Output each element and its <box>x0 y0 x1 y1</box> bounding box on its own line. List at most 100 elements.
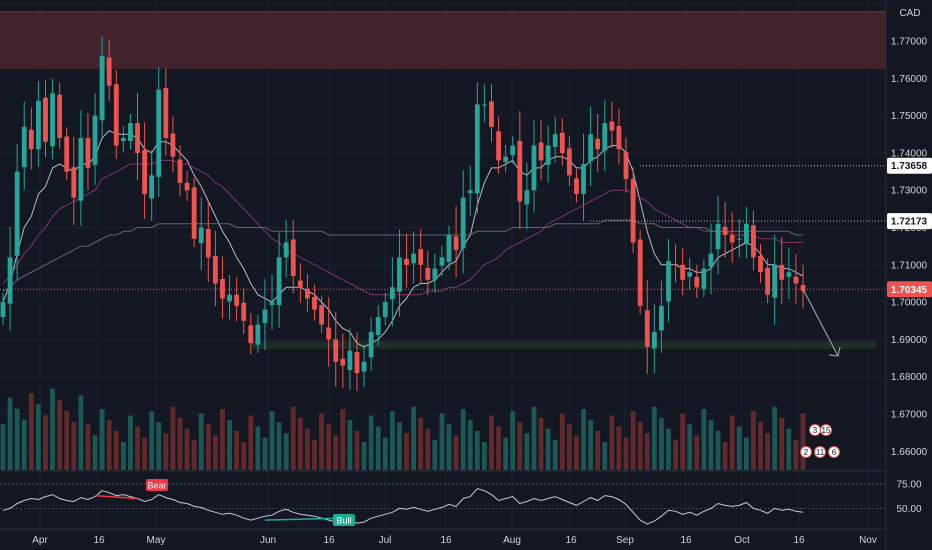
candle-body <box>616 126 622 150</box>
volume-bar <box>708 420 714 470</box>
candle-body <box>276 257 282 306</box>
time-axis[interactable]: Apr 16 May Jun 16 Jul 16 Aug 16 Sep 16 Oct 16 Nov <box>32 535 877 546</box>
candle <box>489 84 494 143</box>
candle <box>446 225 452 271</box>
volume-bar <box>772 406 778 470</box>
volume-bar <box>538 417 544 470</box>
price-tick-label: 1.77000 <box>891 37 928 48</box>
candle <box>92 93 98 186</box>
price-axis[interactable]: 1.770001.760001.750001.740001.730001.720… <box>885 0 932 550</box>
candle-body <box>354 352 360 374</box>
volume-bar <box>446 424 452 470</box>
candle-body <box>566 148 572 176</box>
volume-bar <box>333 435 339 470</box>
time-tick-label: Jun <box>260 535 276 546</box>
volume-bar <box>552 439 558 470</box>
price-tick-label: 1.69000 <box>891 335 928 346</box>
candle-body <box>496 131 501 161</box>
candle <box>588 106 594 186</box>
candle-body <box>588 134 594 162</box>
candle-body <box>489 101 494 127</box>
moving-average-line <box>2 159 803 296</box>
candle <box>432 254 438 293</box>
volume-bar <box>220 409 225 470</box>
candle-body <box>418 249 424 265</box>
candle-body <box>595 138 601 150</box>
volume-bar <box>588 420 594 470</box>
candle-body <box>687 272 693 277</box>
candle-body <box>290 239 296 277</box>
volume-bar <box>113 431 119 470</box>
candle-body <box>467 190 473 194</box>
volume-bar <box>149 411 155 470</box>
oscillator-line <box>2 488 804 525</box>
candle <box>602 100 608 171</box>
candle-body <box>248 325 254 344</box>
candle <box>630 167 636 254</box>
candle-body <box>743 223 749 244</box>
price-tick-label: 1.74000 <box>891 148 928 159</box>
candle-body <box>517 141 523 202</box>
volume-bar <box>715 431 721 470</box>
volume-bar <box>0 424 6 470</box>
candle <box>128 113 133 150</box>
time-tick-label: 16 <box>440 535 452 546</box>
volume-bar <box>184 428 190 470</box>
volume-badge-label: 2 <box>804 448 809 457</box>
candle-body <box>552 134 558 147</box>
price-tick-label: 1.66000 <box>891 447 928 458</box>
volume-bar <box>177 417 183 470</box>
volume-bar <box>687 424 693 470</box>
volume-bar <box>248 415 254 470</box>
volume-bar <box>453 435 459 470</box>
volume-bar <box>354 431 360 470</box>
candle-body <box>113 84 119 146</box>
moving-averages <box>2 129 804 348</box>
candle-body <box>14 171 20 256</box>
oscillator-pane: 75.00 50.00 Bear Bull <box>0 479 922 526</box>
moving-average-line <box>2 129 804 348</box>
candle-body <box>312 296 317 310</box>
candle-body <box>21 126 27 168</box>
volume-bar <box>722 442 728 470</box>
candle <box>106 40 112 102</box>
volume-bar <box>389 411 395 470</box>
candle-body <box>241 302 247 321</box>
volume-bar <box>630 411 636 470</box>
candle-body <box>722 226 728 235</box>
volume-badge: 15 <box>820 424 832 436</box>
candle <box>503 144 509 173</box>
candle-body <box>673 264 678 266</box>
candle-body <box>163 88 169 139</box>
volume-bar <box>680 413 686 470</box>
candle-body <box>50 93 55 147</box>
candle <box>418 229 424 283</box>
candle <box>651 304 657 374</box>
volume-bar <box>474 431 480 470</box>
candle <box>227 274 232 320</box>
candle-body <box>460 197 466 249</box>
candle <box>220 256 225 319</box>
candlesticks[interactable] <box>0 36 806 391</box>
candle-body <box>666 261 671 302</box>
volume-bar <box>106 420 112 470</box>
candle-body <box>7 257 13 304</box>
candle <box>779 237 785 305</box>
candle-body <box>128 123 133 141</box>
candle <box>347 328 353 391</box>
candle-body <box>0 302 6 318</box>
volume-bar <box>545 428 551 470</box>
candle <box>559 118 565 167</box>
candle-body <box>92 115 98 165</box>
candle <box>297 263 303 303</box>
candle <box>637 230 643 315</box>
signal-label: Bear <box>146 479 168 491</box>
candle-body <box>736 238 742 240</box>
candle <box>21 101 27 190</box>
price-tick-label: 1.76000 <box>891 74 928 85</box>
volume-bar <box>156 422 162 470</box>
candle <box>623 137 629 193</box>
volume-badge-circle <box>828 446 840 458</box>
candle-body <box>446 235 452 262</box>
